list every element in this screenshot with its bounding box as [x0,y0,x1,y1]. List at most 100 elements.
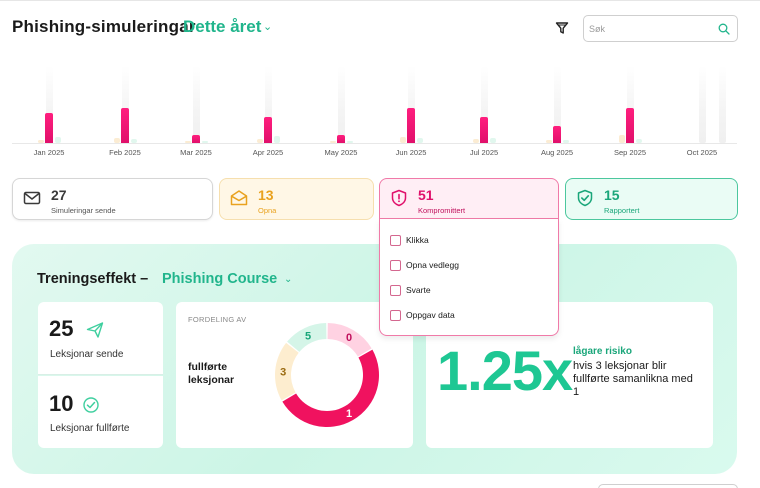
bar-compromised[interactable] [45,113,53,143]
donut-segment-0[interactable] [327,323,372,357]
filter-icon[interactable] [555,21,569,35]
search-input[interactable] [589,21,709,37]
check-circle-icon [83,397,99,413]
opened-label: Opna [258,206,277,215]
bar-opened[interactable] [330,141,336,143]
bar-reported[interactable] [274,136,280,143]
donut-segment-label: 0 [346,332,352,344]
lessons-sent-value: 25 [49,316,74,341]
donut-segment-3[interactable] [275,342,299,401]
card-opened[interactable]: 13 Opna [219,178,374,220]
bar-compromised[interactable] [192,135,200,143]
bar-opened[interactable] [185,141,191,143]
shield-alert-icon [391,189,407,207]
top-divider [0,0,760,1]
month-tick-label: Apr 2025 [252,148,284,157]
bar-opened[interactable] [38,140,44,143]
completion-distribution-card: FORDELING AV fullførte leksjonar 0 1 3 5 [176,302,413,448]
bar-track [719,66,726,143]
bar-track [554,66,561,143]
month-tick-label: Aug 2025 [540,148,574,157]
bar-opened[interactable] [546,140,552,143]
checkbox[interactable] [390,285,401,296]
month-tick-label: Jan 2025 [33,148,65,157]
bar-reported[interactable] [131,139,137,143]
monthly-bar-chart: Jan 2025 Feb 2025 Mar 2025 Apr 2025 May 2025… [12,60,737,164]
distribution-title: fullførte leksjonar [188,361,235,386]
bar-reported[interactable] [347,141,353,143]
bar-track [408,66,415,143]
lessons-completed-card: 10 Leksjonar fullførte [38,376,163,448]
bar-reported[interactable] [490,138,496,143]
bar-reported[interactable] [417,138,423,143]
bar-opened[interactable] [400,137,406,143]
bar-compromised[interactable] [553,126,561,143]
month-tick-label: Jul 2025 [469,148,499,157]
month-tick-label: Mar 2025 [180,148,212,157]
bar-track [627,66,634,143]
checkbox[interactable] [390,235,401,246]
donut-segment-label: 1 [346,408,352,420]
donut-segment-5[interactable] [287,323,327,352]
bar-track [122,66,129,143]
course-selector[interactable]: Phishing Course [162,271,278,287]
bar-compromised[interactable] [480,117,488,143]
training-title: Treningseffekt – [37,271,149,287]
chevron-down-icon[interactable]: ⌄ [284,274,293,285]
bar-compromised[interactable] [337,135,345,143]
compromised-count: 51 [418,187,434,203]
bar-opened[interactable] [114,138,120,143]
bar-opened[interactable] [473,139,479,143]
card-compromised[interactable]: 51 Kompromittert [379,178,559,219]
lessons-sent-card: 25 Leksjonar sende [38,302,163,375]
donut-segment-label: 3 [280,367,286,379]
open-envelope-icon [230,190,248,206]
bar-reported[interactable] [563,140,569,143]
bar-compromised[interactable] [121,108,129,143]
card-sent[interactable]: 27 Simuleringar sende [12,178,213,220]
bar-opened[interactable] [257,139,263,143]
month-tick-label: Sep 2025 [613,148,647,157]
distribution-donut-chart: 0 1 3 5 [275,323,380,428]
bar-reported[interactable] [636,139,642,143]
option-label: Svarte [406,285,431,295]
month-tick-label: Jun 2025 [395,148,427,157]
month-tick-label: May 2025 [324,148,358,157]
card-reported[interactable]: 15 Rapportert [565,178,738,220]
shield-check-icon [577,189,593,207]
bar-reported[interactable] [55,137,61,143]
search-box[interactable] [583,15,738,42]
bottom-button[interactable] [598,484,738,488]
option-label: Oppgav data [406,310,455,320]
risk-heading: lågare risiko [573,346,632,357]
bar-track [338,66,345,143]
bar-track [481,66,488,143]
bar-compromised[interactable] [626,108,634,143]
option-label: Opna vedlegg [406,260,459,270]
month-tick-label: Feb 2025 [109,148,141,157]
option-label: Klikka [406,235,429,245]
search-icon[interactable] [718,23,730,35]
bar-compromised[interactable] [264,117,272,143]
risk-multiplier: 1.25x [437,339,573,402]
chart-axis [12,143,737,144]
checkbox[interactable] [390,260,401,271]
page-title: Phishing-simuleringar [12,17,196,36]
bar-compromised[interactable] [407,108,415,143]
bar-track [193,66,200,143]
checkbox[interactable] [390,310,401,321]
bar-reported[interactable] [202,141,208,143]
sent-count: 27 [51,187,67,203]
send-icon [86,322,104,338]
envelope-icon [23,191,41,205]
chevron-down-icon[interactable]: ⌄ [263,21,273,33]
distribution-heading: FORDELING AV [188,315,247,324]
lessons-completed-label: Leksjonar fullførte [50,423,130,434]
bar-opened[interactable] [619,135,625,143]
period-selector[interactable]: Dette året [183,17,262,36]
bar-track [46,66,53,143]
month-tick-label: Oct 2025 [686,148,718,157]
compromised-label: Kompromittert [418,206,466,215]
donut-segment-1[interactable] [282,349,380,428]
